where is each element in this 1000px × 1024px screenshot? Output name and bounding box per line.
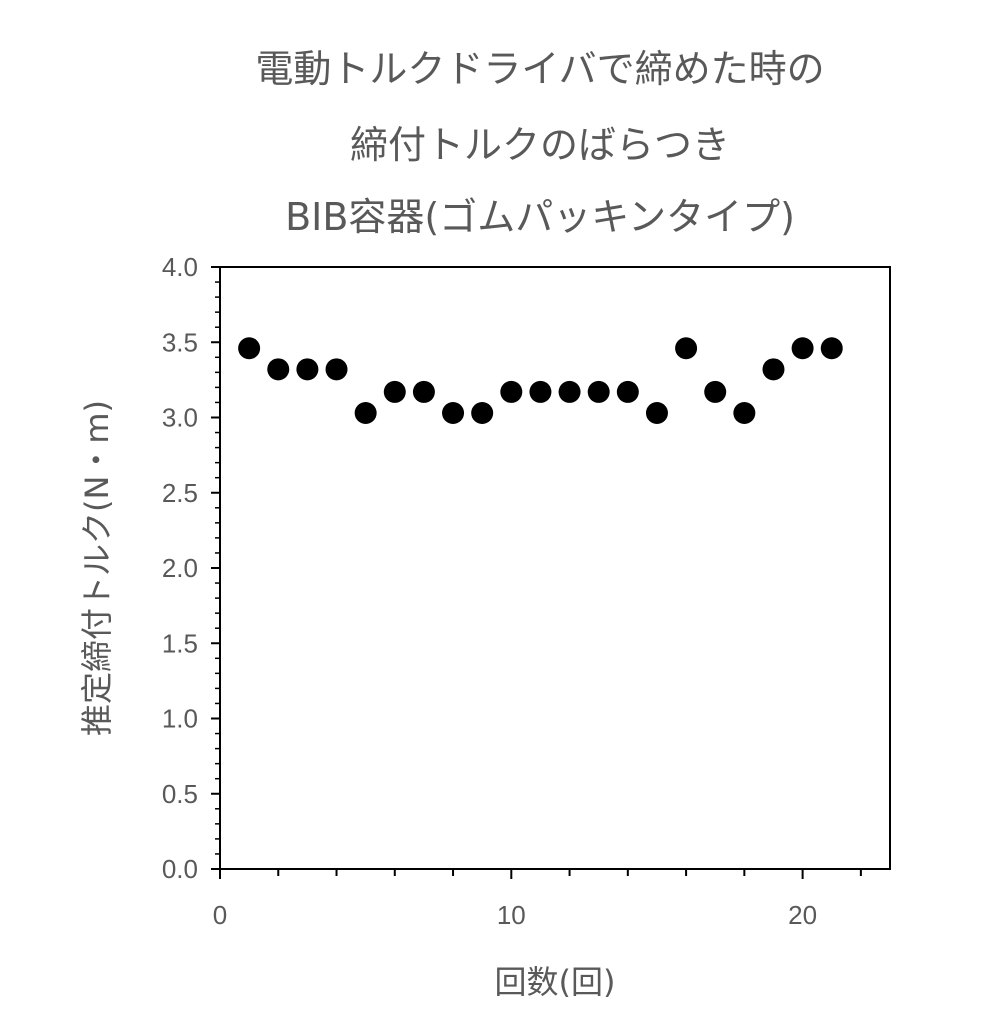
data-point [704, 380, 727, 403]
y-tick-label: 3.0 [162, 403, 198, 433]
chart-title-line-3: BIB容器(ゴムパッキンタイプ) [285, 195, 795, 239]
y-axis-ticks: 0.0 0.5 1.0 1.5 2.0 2.5 3.0 3.5 4.0 [162, 252, 220, 884]
data-point [412, 380, 435, 403]
y-tick-label: 0.5 [162, 779, 198, 809]
data-point [442, 401, 465, 424]
y-tick-label: 1.0 [162, 704, 198, 734]
x-tick-label: 0 [213, 900, 227, 930]
data-point [238, 337, 261, 360]
y-tick-label: 0.0 [162, 854, 198, 884]
data-point [616, 380, 639, 403]
x-axis-title: 回数(回) [495, 963, 616, 1001]
data-point [529, 380, 552, 403]
chart-title-line-2: 締付トルクのばらつき [350, 123, 730, 167]
x-tick-label: 20 [788, 900, 817, 930]
data-point [500, 380, 523, 403]
data-point [762, 358, 785, 381]
y-tick-label: 1.5 [162, 628, 198, 658]
data-point [267, 358, 290, 381]
data-point [296, 358, 319, 381]
data-point [587, 380, 610, 403]
chart-title-line-1: 電動トルクドライバで締めた時の [255, 47, 824, 91]
data-point [354, 401, 377, 424]
data-point [645, 401, 668, 424]
y-tick-label: 2.5 [162, 478, 198, 508]
data-point [791, 337, 814, 360]
y-tick-label: 2.0 [162, 553, 198, 583]
y-axis-title: 推定締付トルク(N・m) [78, 400, 116, 736]
data-point [733, 401, 756, 424]
data-point [558, 380, 581, 403]
x-tick-label: 10 [497, 900, 526, 930]
x-axis-ticks: 0 10 20 [213, 869, 862, 930]
data-point [325, 358, 348, 381]
data-point [383, 380, 406, 403]
data-point [471, 401, 494, 424]
data-point [675, 337, 698, 360]
y-tick-label: 3.5 [162, 327, 198, 357]
y-tick-label: 4.0 [162, 252, 198, 282]
data-points [238, 337, 843, 424]
plot-area [219, 266, 891, 870]
data-point [820, 337, 843, 360]
